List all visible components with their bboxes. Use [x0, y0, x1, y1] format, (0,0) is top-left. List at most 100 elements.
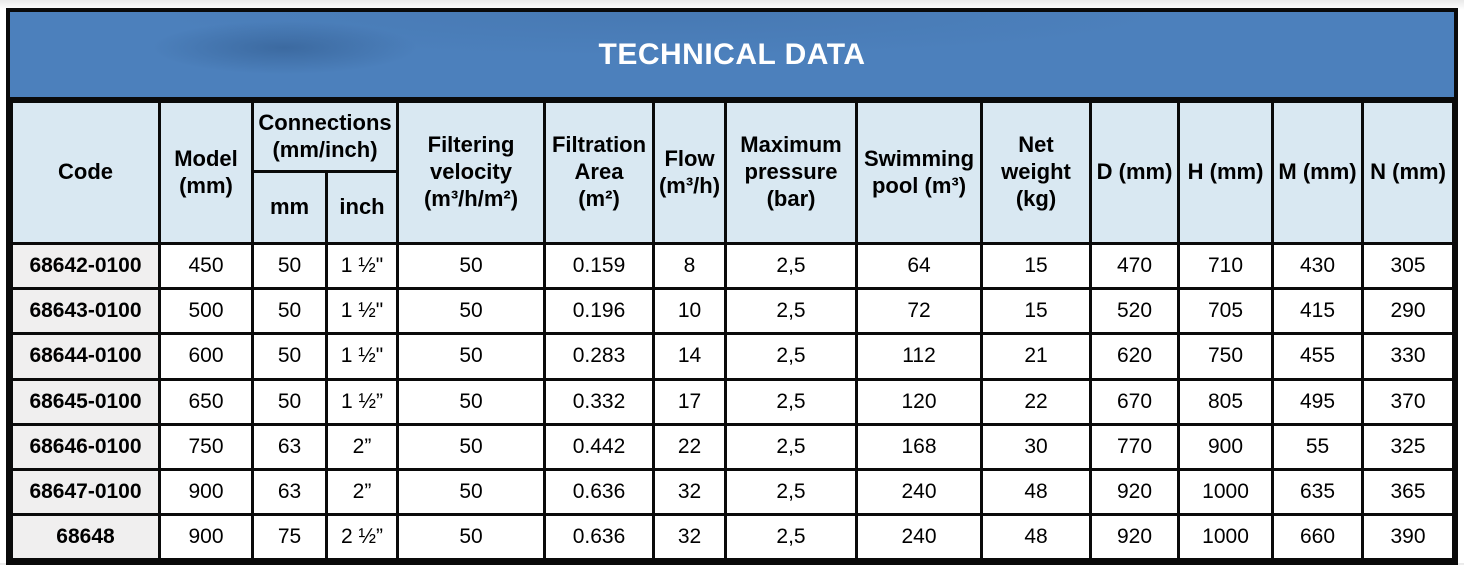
table-row: 68646-0100 750 63 2” 50 0.442 22 2,5 168 30 770 900… [10, 422, 1456, 471]
value-cell: 240 [855, 513, 984, 562]
value-cell: 112 [855, 332, 984, 381]
value-cell: 495 [1271, 377, 1365, 426]
table-title: TECHNICAL DATA [598, 37, 866, 71]
value-cell: 22 [652, 422, 728, 471]
value-cell: 1 ½" [324, 241, 400, 291]
value-cell: 0.196 [543, 287, 656, 336]
value-cell: 325 [1361, 422, 1456, 471]
value-cell: 430 [1271, 241, 1365, 291]
value-cell: 8 [652, 241, 728, 291]
value-cell: 1 ½” [324, 377, 400, 426]
value-cell: 2,5 [724, 377, 859, 426]
value-cell: 50 [251, 377, 328, 426]
value-cell: 390 [1361, 513, 1456, 562]
value-cell: 650 [158, 377, 254, 426]
code-cell: 68644-0100 [10, 332, 161, 381]
col-header-d: D (mm) [1089, 100, 1181, 245]
value-cell: 240 [855, 467, 984, 517]
value-cell: 50 [396, 241, 547, 291]
table-header: Code Model (mm) Connections (mm/inch) Fi… [10, 100, 1456, 245]
value-cell: 620 [1089, 332, 1181, 381]
value-cell: 50 [396, 287, 547, 336]
value-cell: 365 [1361, 467, 1456, 517]
col-header-h: H (mm) [1177, 100, 1275, 245]
table-row: 68642-0100 450 50 1 ½" 50 0.159 8 2,5 64 15 470 710… [10, 241, 1456, 291]
table-row: 68644-0100 600 50 1 ½" 50 0.283 14 2,5 112 21 620 7… [10, 332, 1456, 381]
code-cell: 68646-0100 [10, 422, 161, 471]
value-cell: 50 [396, 467, 547, 517]
table-row: 68647-0100 900 63 2” 50 0.636 32 2,5 240 48 920 100… [10, 467, 1456, 517]
value-cell: 0.283 [543, 332, 656, 381]
value-cell: 670 [1089, 377, 1181, 426]
value-cell: 450 [158, 241, 254, 291]
value-cell: 72 [855, 287, 984, 336]
value-cell: 0.442 [543, 422, 656, 471]
value-cell: 2,5 [724, 422, 859, 471]
value-cell: 50 [396, 422, 547, 471]
value-cell: 600 [158, 332, 254, 381]
value-cell: 10 [652, 287, 728, 336]
code-cell: 68647-0100 [10, 467, 161, 517]
value-cell: 15 [980, 241, 1093, 291]
value-cell: 710 [1177, 241, 1275, 291]
value-cell: 900 [158, 467, 254, 517]
value-cell: 750 [158, 422, 254, 471]
value-cell: 305 [1361, 241, 1456, 291]
value-cell: 290 [1361, 287, 1456, 336]
value-cell: 0.636 [543, 467, 656, 517]
value-cell: 2,5 [724, 513, 859, 562]
value-cell: 2,5 [724, 467, 859, 517]
value-cell: 50 [251, 241, 328, 291]
col-header-swimming-pool: Swimming pool (m³) [855, 100, 984, 245]
value-cell: 75 [251, 513, 328, 562]
value-cell: 455 [1271, 332, 1365, 381]
value-cell: 50 [251, 287, 328, 336]
value-cell: 1 ½" [324, 332, 400, 381]
col-header-code: Code [10, 100, 161, 245]
value-cell: 370 [1361, 377, 1456, 426]
value-cell: 2” [324, 467, 400, 517]
col-header-net-weight: Net weight (kg) [980, 100, 1093, 245]
value-cell: 900 [1177, 422, 1275, 471]
table-body: 68642-0100 450 50 1 ½" 50 0.159 8 2,5 64 15 470 710… [10, 241, 1456, 562]
value-cell: 168 [855, 422, 984, 471]
value-cell: 2,5 [724, 287, 859, 336]
spec-table: Code Model (mm) Connections (mm/inch) Fi… [10, 100, 1456, 562]
code-cell: 68642-0100 [10, 241, 161, 291]
col-header-n: N (mm) [1361, 100, 1456, 245]
value-cell: 50 [396, 332, 547, 381]
value-cell: 805 [1177, 377, 1275, 426]
value-cell: 48 [980, 513, 1093, 562]
value-cell: 750 [1177, 332, 1275, 381]
col-header-flow: Flow (m³/h) [652, 100, 728, 245]
value-cell: 920 [1089, 513, 1181, 562]
table-row: 68648 900 75 2 ½” 50 0.636 32 2,5 240 48 920 1000 66… [10, 513, 1456, 562]
technical-data-table: TECHNICAL DATA Code Model (mm) Connectio… [6, 8, 1458, 565]
value-cell: 0.636 [543, 513, 656, 562]
value-cell: 32 [652, 467, 728, 517]
value-cell: 21 [980, 332, 1093, 381]
col-header-connections-inch: inch [324, 170, 400, 245]
value-cell: 64 [855, 241, 984, 291]
value-cell: 770 [1089, 422, 1181, 471]
value-cell: 2” [324, 422, 400, 471]
value-cell: 50 [251, 332, 328, 381]
value-cell: 55 [1271, 422, 1365, 471]
code-cell: 68643-0100 [10, 287, 161, 336]
value-cell: 17 [652, 377, 728, 426]
value-cell: 900 [158, 513, 254, 562]
table-row: 68645-0100 650 50 1 ½” 50 0.332 17 2,5 120 22 670 8… [10, 377, 1456, 426]
value-cell: 415 [1271, 287, 1365, 336]
value-cell: 520 [1089, 287, 1181, 336]
value-cell: 1 ½" [324, 287, 400, 336]
col-header-max-pressure: Maximum pressure (bar) [724, 100, 859, 245]
value-cell: 1000 [1177, 513, 1275, 562]
value-cell: 50 [396, 513, 547, 562]
value-cell: 1000 [1177, 467, 1275, 517]
value-cell: 48 [980, 467, 1093, 517]
value-cell: 470 [1089, 241, 1181, 291]
value-cell: 330 [1361, 332, 1456, 381]
col-header-connections-mm: mm [251, 170, 328, 245]
col-header-filtration-area: Filtration Area (m²) [543, 100, 656, 245]
value-cell: 2 ½” [324, 513, 400, 562]
